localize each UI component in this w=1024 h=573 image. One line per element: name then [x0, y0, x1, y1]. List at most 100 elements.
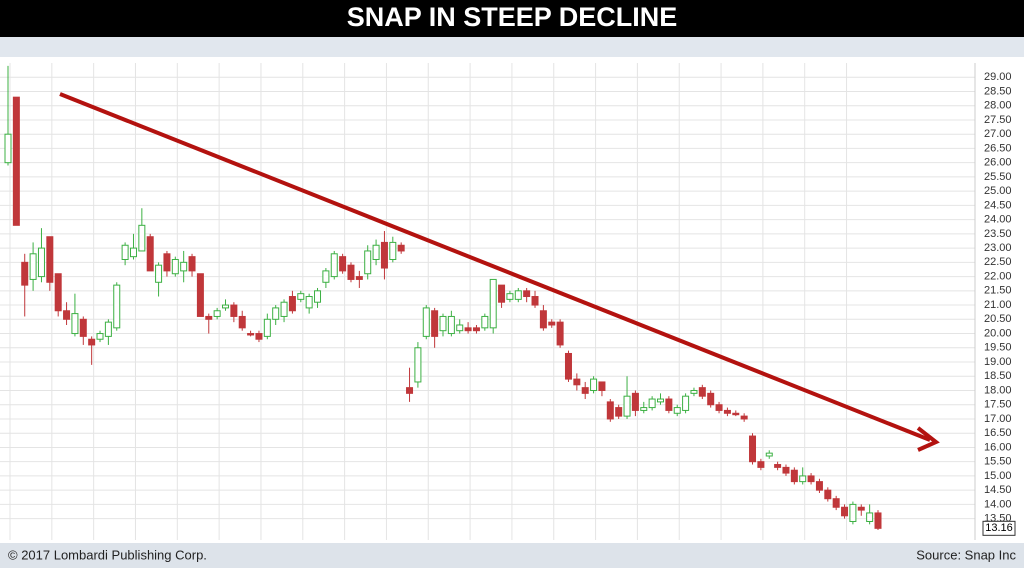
candle-body — [163, 253, 171, 272]
y-tick-label: 21.50 — [984, 285, 1012, 297]
y-tick-label: 23.00 — [984, 242, 1012, 254]
candle-body — [857, 506, 865, 511]
candle-body — [790, 469, 798, 483]
candle-body — [146, 236, 154, 272]
candle-body — [263, 318, 271, 337]
candle-body — [740, 415, 748, 420]
y-tick-label: 18.50 — [984, 370, 1012, 382]
candle-body — [322, 270, 330, 283]
y-tick-label: 25.50 — [984, 171, 1012, 183]
candle-body — [799, 475, 807, 483]
y-tick-label: 23.50 — [984, 228, 1012, 240]
candle-body — [196, 273, 204, 317]
candle-body — [188, 256, 196, 272]
candle-body — [765, 452, 773, 457]
candle-body — [21, 261, 29, 286]
candle-body — [54, 273, 62, 312]
y-tick-label: 15.00 — [984, 470, 1012, 482]
candle-body — [238, 315, 246, 329]
y-tick-label: 24.50 — [984, 199, 1012, 211]
y-tick-label: 29.00 — [984, 71, 1012, 83]
candle-body — [498, 284, 506, 303]
y-tick-label: 28.00 — [984, 100, 1012, 112]
candle-body — [121, 244, 129, 260]
candle-body — [255, 333, 263, 340]
candle-body — [531, 296, 539, 306]
candle-body — [79, 318, 87, 337]
candle-body — [489, 278, 497, 329]
candle-body — [389, 241, 397, 260]
candle-body — [171, 258, 179, 275]
y-tick-label: 19.00 — [984, 356, 1012, 368]
candle-body — [757, 461, 765, 468]
candle-body — [657, 398, 664, 403]
candle-body — [71, 313, 79, 335]
y-tick-label: 25.00 — [984, 185, 1012, 197]
candle-body — [841, 506, 849, 517]
candle-body — [104, 321, 112, 337]
candle-body — [305, 296, 313, 309]
candle-body — [506, 293, 514, 300]
candle-body — [4, 133, 12, 164]
y-tick-label: 14.50 — [984, 484, 1012, 496]
candle-body — [749, 435, 757, 463]
y-tick-label: 26.50 — [984, 142, 1012, 154]
y-tick-label: 28.50 — [984, 85, 1012, 97]
candle-body — [230, 304, 238, 317]
candle-body — [732, 412, 740, 416]
candle-body — [314, 290, 322, 303]
candle-body — [539, 310, 547, 329]
last-price-box — [982, 520, 1016, 536]
candle-body — [88, 338, 96, 346]
candle-body — [682, 395, 690, 411]
title-bar — [0, 0, 1024, 37]
y-tick-label: 17.00 — [984, 413, 1012, 425]
candle-body — [180, 261, 188, 272]
candle-body — [46, 236, 54, 283]
candle-body — [297, 293, 305, 300]
candle-body — [431, 310, 439, 337]
candle-body — [615, 407, 623, 417]
candle-body — [548, 321, 556, 326]
candle-body — [481, 315, 489, 329]
candle-body — [339, 256, 347, 272]
candle-body — [280, 301, 288, 317]
candle-body — [673, 407, 681, 414]
candle-body — [372, 244, 380, 260]
y-tick-label: 24.00 — [984, 214, 1012, 226]
candle-body — [648, 398, 656, 409]
y-tick-label: 15.50 — [984, 456, 1012, 468]
candle-body — [598, 381, 606, 391]
footer-band — [0, 543, 1024, 568]
candle-body — [205, 315, 213, 320]
candle-body — [523, 290, 531, 298]
y-tick-label: 27.00 — [984, 128, 1012, 140]
candle-body — [12, 96, 20, 226]
candle-body — [556, 321, 564, 346]
candle-body — [774, 464, 782, 468]
candle-body — [439, 315, 447, 332]
footer-source: Source: Snap Inc — [916, 547, 1016, 562]
trend-arrow — [916, 426, 940, 452]
candle-body — [129, 247, 137, 258]
candle-body — [464, 327, 472, 332]
candle-body — [29, 253, 37, 280]
trend-line — [59, 92, 931, 442]
candle-body — [815, 481, 823, 491]
y-tick-label: 20.00 — [984, 327, 1012, 339]
y-tick-label: 19.50 — [984, 342, 1012, 354]
y-tick-label: 26.00 — [984, 157, 1012, 169]
candle-body — [640, 407, 648, 411]
footer-copyright: © 2017 Lombardi Publishing Corp. — [8, 547, 207, 562]
candle-body — [707, 392, 715, 406]
candle-body — [866, 512, 874, 522]
y-tick-label: 27.50 — [984, 114, 1012, 126]
candle-body — [96, 333, 104, 340]
candle-body — [849, 503, 857, 522]
candle-body — [406, 387, 414, 394]
y-tick-label: 20.50 — [984, 313, 1012, 325]
candle-body — [564, 352, 572, 380]
candle-body — [581, 387, 589, 394]
y-tick-label: 14.00 — [984, 498, 1012, 510]
